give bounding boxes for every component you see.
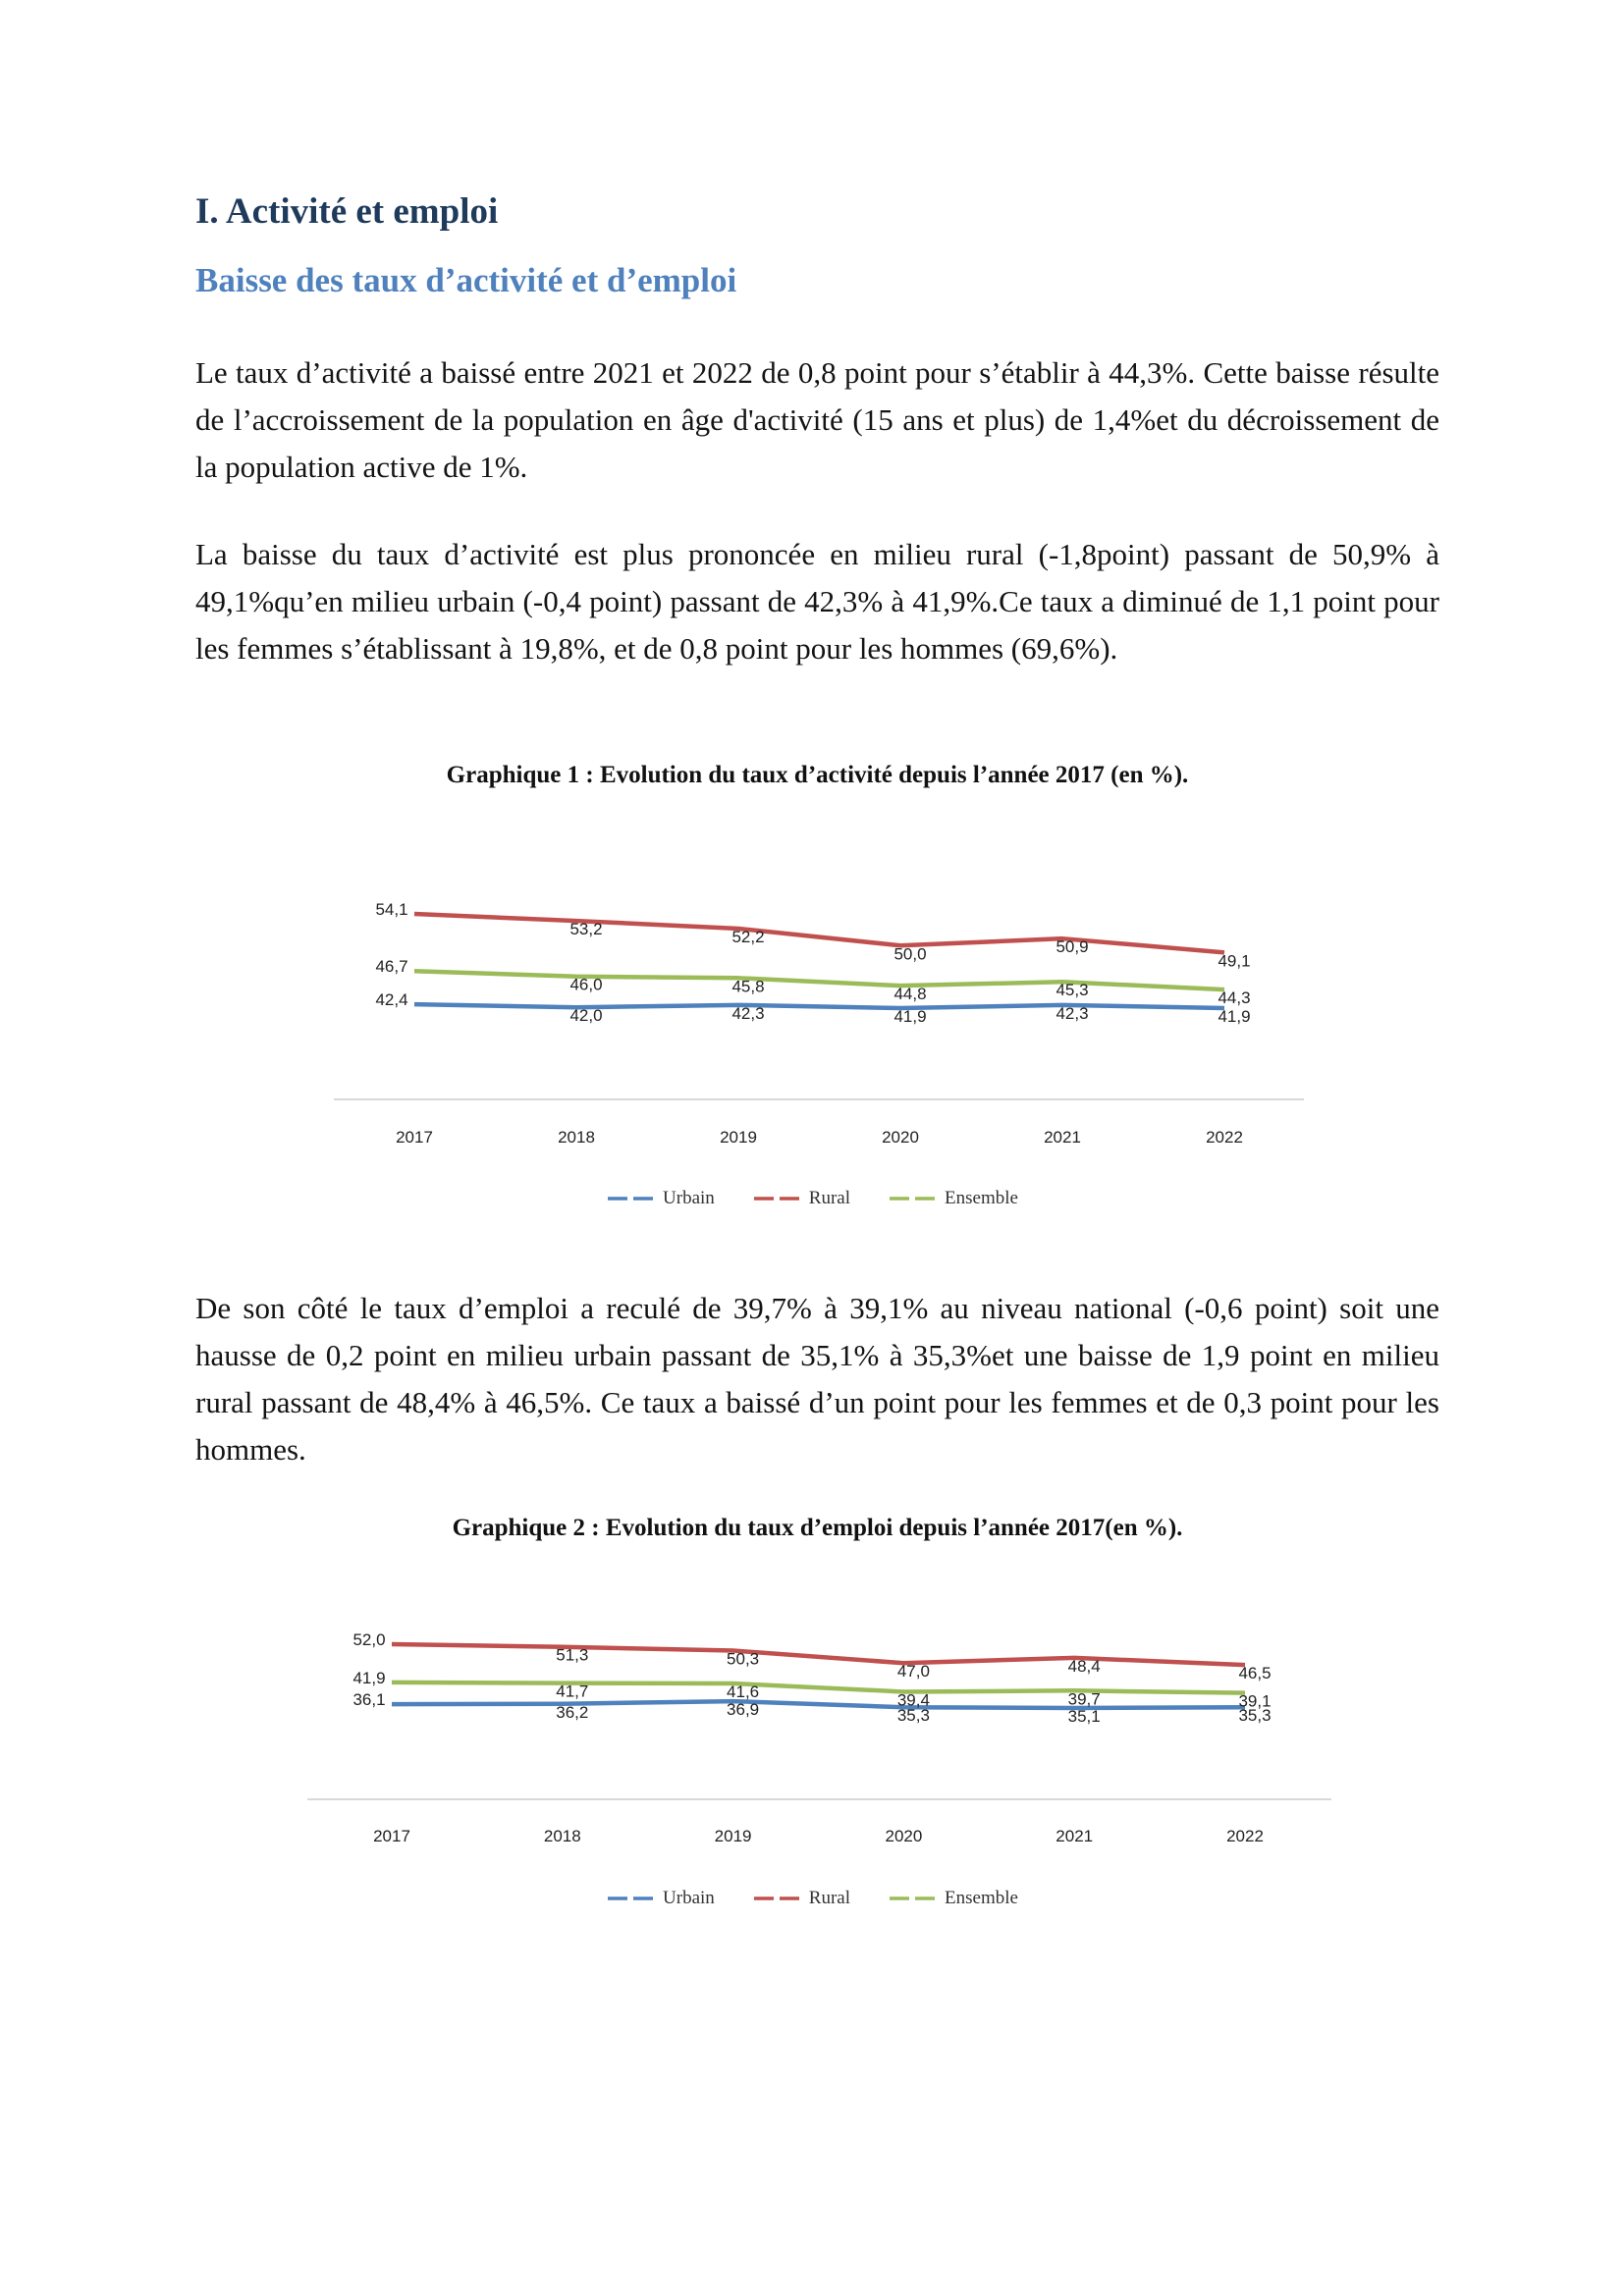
data-label: 41,9 [352, 1669, 385, 1687]
subsection-heading: Baisse des taux d’activité et d’emploi [195, 261, 737, 299]
legend-swatch [753, 1197, 799, 1201]
data-label: 54,1 [375, 900, 407, 919]
data-label: 41,7 [556, 1682, 588, 1701]
data-label: 36,2 [556, 1703, 588, 1722]
data-label: 50,0 [893, 944, 926, 963]
legend-label: Rural [808, 1188, 851, 1208]
x-tick-label: 2019 [720, 1128, 757, 1147]
data-label: 44,8 [893, 985, 926, 1003]
chart-1-caption: Graphique 1 : Evolution du taux d’activi… [446, 762, 1189, 788]
series-line-ensemble [413, 968, 1225, 992]
data-label: 36,1 [352, 1690, 385, 1709]
data-label: 35,3 [1238, 1706, 1271, 1725]
section-heading: I. Activité et emploi [195, 191, 499, 232]
data-label: 50,3 [727, 1650, 759, 1669]
legend-label: Urbain [663, 1888, 715, 1908]
legend-label: Rural [808, 1888, 851, 1908]
data-label: 39,4 [897, 1690, 930, 1709]
data-label: 39,7 [1068, 1689, 1101, 1708]
chart-2-caption: Graphique 2 : Evolution du taux d’emploi… [452, 1515, 1183, 1541]
data-label: 47,0 [897, 1662, 930, 1681]
x-tick-label: 2018 [544, 1827, 581, 1845]
chart-2-legend: Urbain Rural Ensemble [0, 1888, 1624, 1909]
paragraph-activity-intro: Le taux d’activité a baissé entre 2021 e… [195, 355, 1439, 484]
data-label: 41,9 [893, 1007, 926, 1026]
data-label: 39,1 [1238, 1692, 1271, 1711]
data-label: 46,5 [1238, 1664, 1271, 1682]
data-label: 45,8 [731, 977, 764, 995]
legend-swatch [608, 1197, 654, 1201]
data-label: 42,3 [1056, 1004, 1088, 1023]
series-line-ensemble [391, 1680, 1246, 1695]
x-tick-label: 2022 [1226, 1827, 1264, 1845]
x-tick-label: 2021 [1056, 1827, 1093, 1845]
legend-swatch [890, 1896, 936, 1900]
legend-item-urbain: Urbain [606, 1188, 715, 1209]
activity-rate-chart: 2017 2018 2019 2020 2021 2022 42,4 42,0 42,3 41,9… [334, 900, 1304, 1147]
series-line-urbain [413, 1001, 1225, 1011]
legend-swatch [890, 1197, 936, 1201]
data-label: 49,1 [1218, 951, 1250, 970]
series-line-rural [391, 1641, 1246, 1668]
data-label: 36,9 [727, 1700, 759, 1719]
chart-1-legend: Urbain Rural Ensemble [0, 1188, 1624, 1209]
data-label: 53,2 [569, 920, 602, 938]
data-label: 44,3 [1218, 988, 1250, 1007]
legend-item-rural: Rural [752, 1888, 850, 1909]
x-tick-label: 2022 [1206, 1128, 1243, 1147]
paragraph-activity-detail: La baisse du taux d’activité est plus pr… [195, 537, 1439, 666]
data-label: 45,3 [1056, 981, 1088, 999]
legend-item-ensemble: Ensemble [888, 1888, 1018, 1909]
series-line-urbain [391, 1698, 1246, 1711]
data-label: 42,3 [731, 1004, 764, 1023]
series-line-rural [413, 911, 1225, 955]
x-tick-label: 2021 [1044, 1128, 1081, 1147]
x-tick-label: 2020 [885, 1827, 922, 1845]
data-label: 48,4 [1068, 1657, 1101, 1676]
legend-label: Urbain [663, 1188, 715, 1208]
x-tick-label: 2019 [715, 1827, 752, 1845]
data-label: 41,6 [727, 1682, 759, 1701]
legend-swatch [753, 1896, 799, 1900]
data-label: 52,2 [731, 928, 764, 946]
data-label: 50,9 [1056, 937, 1088, 956]
x-tick-label: 2020 [882, 1128, 919, 1147]
x-tick-label: 2017 [396, 1128, 433, 1147]
legend-swatch [608, 1896, 654, 1900]
legend-item-urbain: Urbain [606, 1888, 715, 1909]
paragraph-employment: De son côté le taux d’emploi a reculé de… [195, 1291, 1439, 1467]
x-tick-label: 2017 [373, 1827, 410, 1845]
legend-item-rural: Rural [752, 1188, 850, 1209]
data-label: 42,4 [375, 990, 407, 1009]
data-label: 51,3 [556, 1646, 588, 1665]
data-label: 46,0 [569, 976, 602, 994]
legend-label: Ensemble [945, 1888, 1018, 1908]
data-label: 35,3 [897, 1706, 930, 1725]
data-label: 52,0 [352, 1630, 385, 1649]
employment-rate-chart: 2017 2018 2019 2020 2021 2022 36,1 36,2 36,9 35,3… [307, 1630, 1331, 1845]
legend-item-ensemble: Ensemble [888, 1188, 1018, 1209]
data-label: 46,7 [375, 957, 407, 976]
data-label: 41,9 [1218, 1007, 1250, 1026]
legend-label: Ensemble [945, 1188, 1018, 1208]
data-label: 35,1 [1068, 1707, 1101, 1726]
x-tick-label: 2018 [558, 1128, 595, 1147]
data-label: 42,0 [569, 1006, 602, 1025]
